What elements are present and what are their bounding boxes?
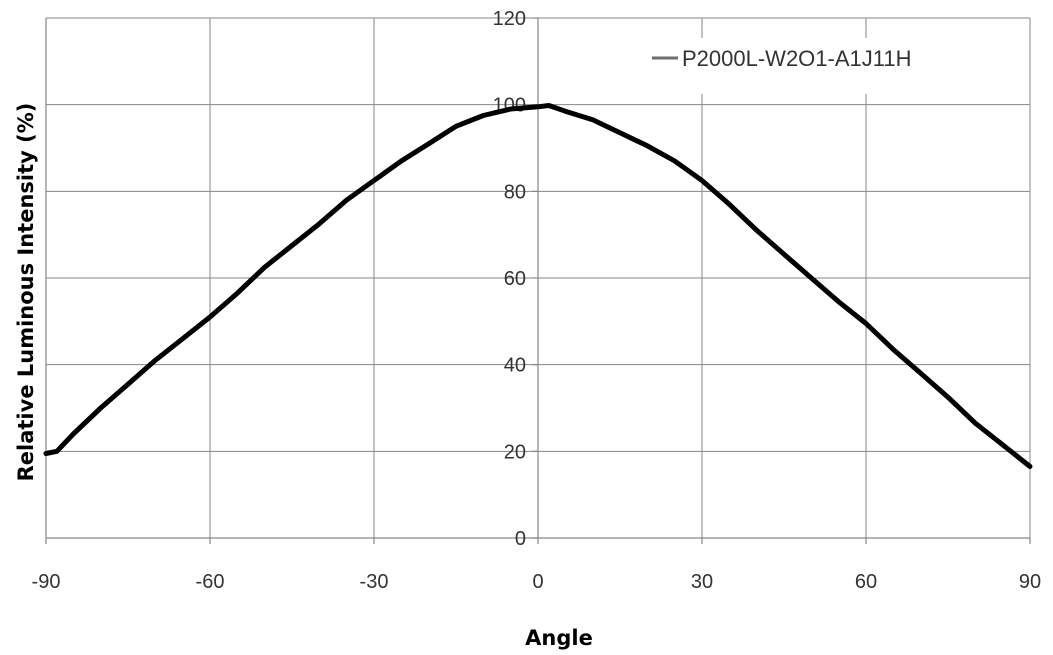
axes [45,17,1031,544]
x-tick-label: 0 [532,571,543,593]
x-tick-label: 30 [691,571,713,593]
legend-background [646,38,1016,94]
y-tick-label: 80 [504,181,526,203]
x-tick-label: 90 [1019,571,1041,593]
x-tick-label: 60 [855,571,877,593]
x-tick-label: -60 [196,571,225,593]
series-layer [43,103,1033,469]
legend: P2000L-W2O1-A1J11H [646,38,1016,94]
x-tick-label: -30 [360,571,389,593]
x-tick-label: -90 [32,571,61,593]
y-tick-label: 120 [493,8,526,30]
y-tick-label: 0 [515,528,526,550]
y-axis-title: Relative Luminous Intensity (%) [14,103,38,482]
series-line [43,103,1033,469]
y-tick-label: 20 [504,441,526,463]
legend-label: P2000L-W2O1-A1J11H [682,46,912,71]
y-tick-label: 60 [504,268,526,290]
x-axis-title: Angle [525,626,593,650]
y-tick-label: 40 [504,355,526,377]
